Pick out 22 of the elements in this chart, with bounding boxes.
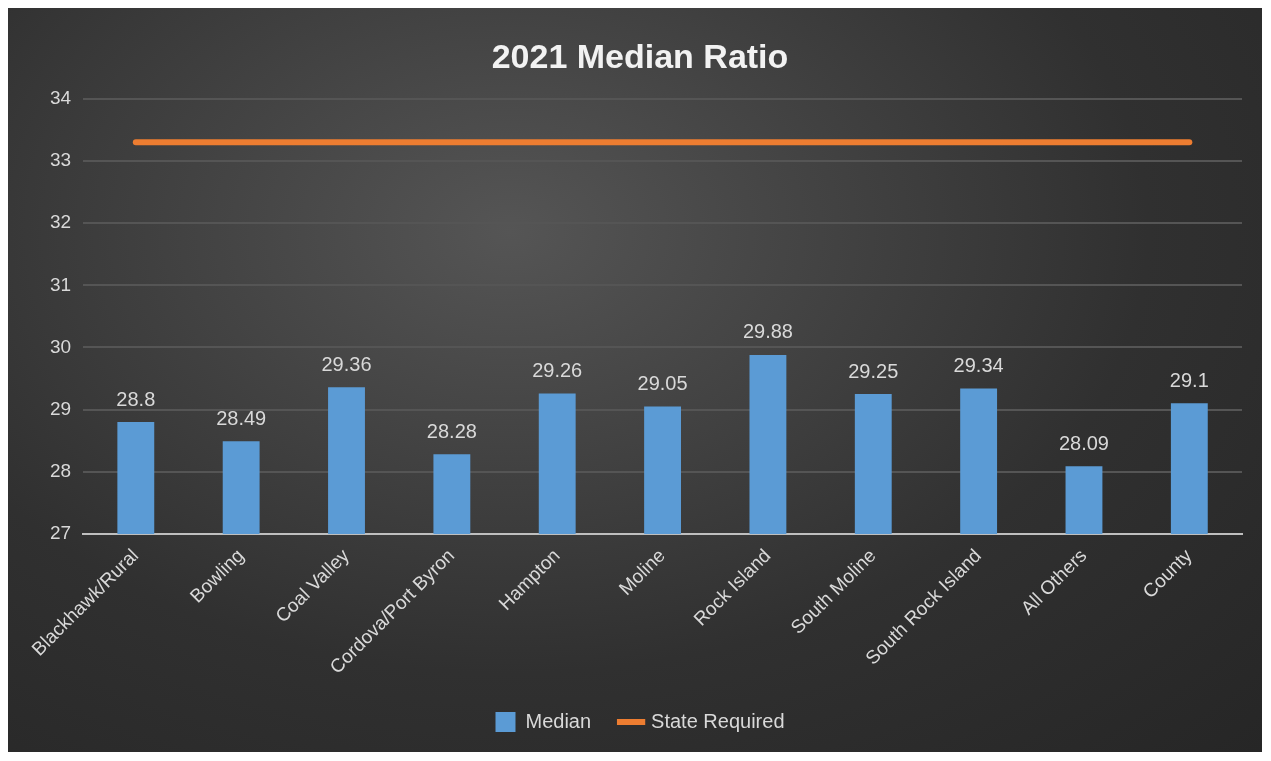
y-tick-label: 29 <box>49 397 72 419</box>
data-label: 29.34 <box>953 353 1004 376</box>
data-label: 28.28 <box>426 419 477 442</box>
y-tick-label: 31 <box>49 273 72 295</box>
y-tick-label: 28 <box>49 459 72 481</box>
legend-label: Median <box>525 709 592 732</box>
y-tick-label: 33 <box>49 149 72 171</box>
data-label: 29.25 <box>848 359 899 382</box>
y-tick-label: 32 <box>49 211 72 233</box>
data-label: 28.49 <box>216 406 267 429</box>
data-label: 29.26 <box>532 358 583 381</box>
data-label: 28.09 <box>1058 431 1109 454</box>
y-tick-label: 30 <box>49 335 72 357</box>
data-label: 29.1 <box>1169 368 1209 391</box>
data-label: 29.88 <box>742 320 793 343</box>
y-tick-label: 34 <box>49 87 72 109</box>
legend-label: State Required <box>651 709 785 732</box>
chart-title: 2021 Median Ratio <box>491 36 789 75</box>
y-tick-label: 27 <box>49 522 72 544</box>
data-label: 29.36 <box>321 352 372 375</box>
data-label: 28.8 <box>116 387 156 410</box>
data-label: 29.05 <box>637 371 688 394</box>
